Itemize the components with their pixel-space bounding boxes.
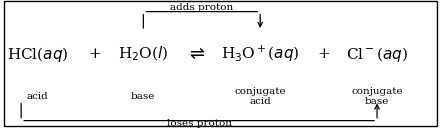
Text: H$_3$O$^+$($aq$): H$_3$O$^+$($aq$): [221, 44, 299, 64]
Text: base: base: [131, 92, 156, 101]
Text: conjugate
acid: conjugate acid: [234, 87, 286, 106]
Text: $\rightleftharpoons$: $\rightleftharpoons$: [187, 45, 206, 63]
Text: Cl$^-$($aq$): Cl$^-$($aq$): [346, 45, 408, 64]
Text: H$_2$O($l$): H$_2$O($l$): [118, 45, 168, 63]
Text: adds proton: adds proton: [170, 3, 233, 12]
Text: +: +: [318, 47, 330, 61]
Text: +: +: [89, 47, 101, 61]
Text: acid: acid: [26, 92, 49, 101]
Text: HCl($aq$): HCl($aq$): [7, 45, 68, 64]
Text: loses proton: loses proton: [167, 119, 232, 128]
Text: conjugate
base: conjugate base: [351, 87, 403, 106]
